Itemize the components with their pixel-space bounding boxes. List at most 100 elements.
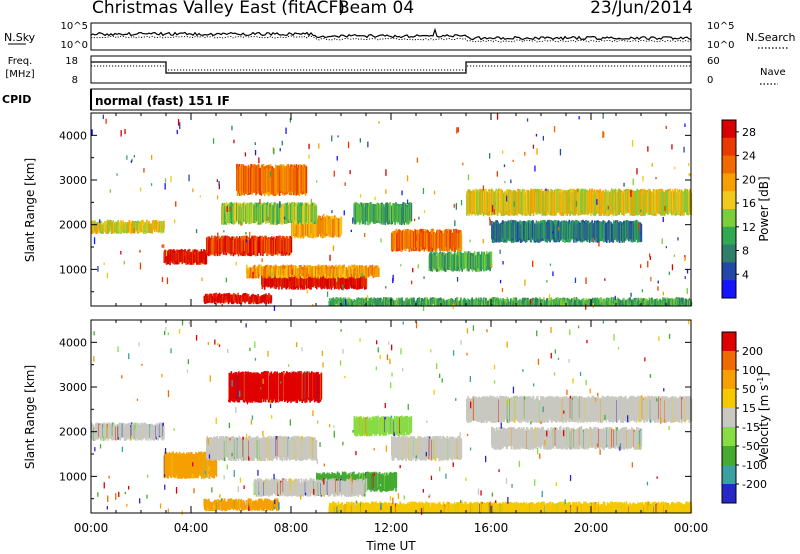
noise-cell: [179, 122, 181, 130]
noise-cell: [412, 267, 414, 273]
noise-cell: [671, 144, 673, 150]
noise-cell: [273, 305, 276, 311]
noise-cell: [235, 261, 237, 266]
data-cell: [232, 297, 234, 305]
data-cell: [110, 220, 112, 229]
noise-cell: [289, 277, 291, 282]
noise-cell: [491, 264, 493, 267]
noise-cell: [269, 171, 272, 178]
data-cell: [243, 293, 246, 300]
data-cell: [439, 297, 442, 304]
data-cell: [640, 224, 643, 242]
noise-cell: [489, 297, 491, 304]
noise-cell: [163, 244, 165, 248]
data-cell: [543, 297, 545, 304]
y-tick-label: 2000: [59, 219, 87, 232]
data-cell: [247, 294, 250, 301]
noise-strip-frame: [90, 22, 692, 51]
data-cell: [550, 297, 553, 304]
noise-cell: [271, 272, 273, 278]
noise-cell: [97, 266, 99, 272]
data-cell: [639, 298, 642, 305]
colorbar-tick-label: 12: [742, 221, 756, 234]
noise-cell: [123, 260, 125, 265]
noise-cell: [411, 280, 413, 285]
data-cell: [460, 233, 463, 252]
noise-cell: [489, 219, 491, 226]
noise-cell: [638, 223, 640, 230]
noise-cell: [456, 127, 458, 134]
noise-cell: [649, 253, 651, 257]
noise-cell: [673, 191, 675, 199]
data-cell: [573, 301, 575, 306]
colorbar-segment: [722, 137, 736, 157]
data-cell: [471, 297, 473, 304]
data-cell: [267, 297, 270, 305]
colorbar-tick-label: 20: [742, 173, 756, 186]
noise-cell: [552, 231, 554, 234]
data-cell: [628, 302, 630, 306]
noise-cell: [170, 176, 172, 183]
noise-tick-left-1: 10^0: [61, 40, 88, 51]
noise-cell: [188, 174, 190, 182]
noise-cell: [684, 123, 686, 127]
noise-cell: [279, 148, 281, 152]
noise-cell: [91, 129, 93, 136]
noise-cell: [496, 171, 498, 177]
colorbar-segment: [722, 209, 736, 228]
noise-cell: [641, 289, 643, 293]
noise-cell: [559, 148, 562, 156]
colorbar-segment: [722, 280, 736, 299]
data-cell: [568, 298, 570, 305]
noise-cell: [267, 192, 269, 197]
noise-cell: [201, 277, 203, 282]
noise-cell: [502, 150, 504, 154]
noise-cell: [482, 239, 484, 244]
noise-cell: [657, 280, 659, 284]
noise-cell: [577, 189, 579, 192]
noise-cell: [177, 119, 180, 126]
noise-cell: [316, 180, 318, 183]
noise-cell: [542, 135, 544, 141]
noise-cell: [216, 179, 218, 182]
nave-tick-1: 0: [707, 75, 713, 86]
power-colorbar-label: Power [dB]: [757, 176, 771, 241]
noise-cell: [630, 189, 632, 197]
noise-cell: [233, 139, 235, 144]
noise-cell: [585, 304, 587, 310]
noise-cell: [674, 166, 676, 170]
noise-cell: [502, 261, 504, 265]
noise-cell: [102, 114, 104, 120]
data-cell: [418, 297, 421, 304]
noise-cell: [665, 246, 667, 249]
noise-cell: [337, 135, 339, 138]
data-cell: [216, 297, 219, 304]
noise-cell: [460, 200, 463, 206]
noise-cell: [501, 288, 504, 292]
noise-cell: [422, 188, 425, 194]
noise-cell: [385, 169, 387, 176]
noise-cell: [176, 129, 178, 135]
colorbar-tick-label: 16: [742, 197, 756, 210]
noise-cell: [642, 175, 644, 182]
noise-cell: [164, 183, 166, 190]
data-cell: [676, 301, 679, 306]
noise-cell: [651, 163, 653, 167]
noise-cell: [124, 129, 126, 135]
noise-cell: [510, 179, 512, 184]
noise-cell: [574, 277, 577, 283]
noise-cell: [683, 146, 685, 153]
noise-cell: [423, 276, 425, 279]
noise-cell: [279, 201, 281, 208]
noise-cell: [513, 297, 515, 301]
colorbar-tick-label: 4: [742, 268, 749, 281]
data-cell: [426, 299, 429, 306]
noise-cell: [506, 195, 508, 202]
noise-cell: [534, 165, 536, 172]
noise-cell: [249, 231, 251, 239]
noise-cell: [526, 118, 529, 122]
beam-label: Beam 04: [338, 0, 415, 18]
noise-cell: [184, 256, 186, 263]
noise-cell: [385, 286, 387, 289]
data-cell: [601, 298, 603, 305]
